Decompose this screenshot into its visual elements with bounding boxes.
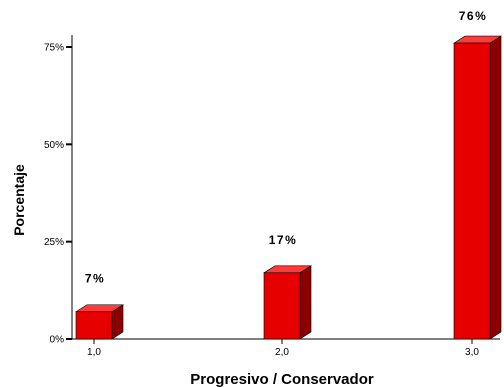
y-tick-label: 25% (44, 237, 64, 248)
bar (74, 304, 125, 340)
data-label: 7% (85, 272, 105, 286)
bar-front (263, 272, 301, 340)
data-labels: 7% 17% 76% (85, 9, 488, 286)
bar (452, 35, 503, 340)
axes: 0% 25% 50% 75% 1,0 2,0 3,0 (44, 35, 500, 358)
y-axis-title: Porcentaje (11, 164, 27, 236)
bar-front (75, 311, 113, 340)
x-axis-title: Progresivo / Conservador (190, 371, 374, 387)
x-tick-label: 3,0 (465, 347, 479, 358)
y-tick-label: 75% (44, 43, 64, 54)
bar (262, 265, 313, 340)
bar-side (299, 265, 312, 340)
x-tick-label: 2,0 (275, 347, 289, 358)
data-label: 17% (269, 233, 298, 247)
bar-front (453, 42, 491, 340)
x-tick-label: 1,0 (87, 347, 101, 358)
bars (74, 35, 503, 340)
y-tick-label: 0% (50, 335, 65, 346)
data-label: 76% (459, 9, 488, 23)
bar-side (489, 35, 502, 340)
y-tick-label: 50% (44, 140, 64, 151)
